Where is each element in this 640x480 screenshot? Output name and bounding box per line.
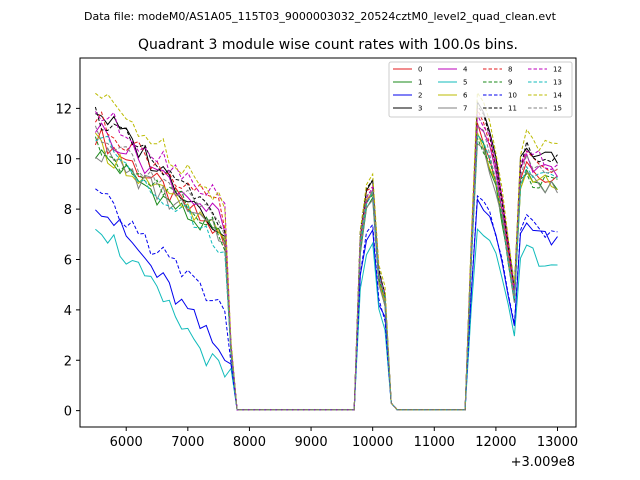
legend-box bbox=[388, 61, 573, 118]
legend-label-4: 4 bbox=[463, 66, 468, 74]
legend-label-7: 7 bbox=[463, 105, 467, 113]
series-line-8 bbox=[94, 109, 558, 411]
legend-label-0: 0 bbox=[418, 66, 422, 74]
x-axis: 6000 7000 8000 9000 10000 11000 12000 13000 bbox=[110, 427, 578, 450]
legend-label-1: 1 bbox=[418, 79, 422, 87]
x-tick-label: 13000 bbox=[537, 435, 578, 450]
y-tick-label: 8 bbox=[64, 203, 72, 218]
series-line-15 bbox=[94, 124, 558, 411]
legend-label-14: 14 bbox=[553, 92, 562, 100]
legend-label-3: 3 bbox=[418, 105, 422, 113]
x-offset-label: +3.009e8 bbox=[511, 455, 575, 470]
legend-label-10: 10 bbox=[508, 92, 517, 100]
legend-label-13: 13 bbox=[553, 79, 562, 87]
x-tick-label: 12000 bbox=[475, 435, 516, 450]
series-line-13 bbox=[95, 133, 558, 411]
y-tick-label: 10 bbox=[55, 153, 72, 168]
series-line-14 bbox=[95, 91, 558, 411]
x-tick-label: 9000 bbox=[295, 435, 328, 450]
axes-frame bbox=[79, 57, 577, 428]
x-tick-label: 11000 bbox=[414, 435, 455, 450]
legend-label-11: 11 bbox=[508, 105, 517, 113]
chart-suptitle: Data file: modeM0/AS1A05_115T03_90000030… bbox=[84, 10, 557, 23]
y-tick-label: 0 bbox=[64, 405, 72, 420]
x-tick-label: 6000 bbox=[110, 435, 143, 450]
x-tick-label: 8000 bbox=[233, 435, 266, 450]
legend-label-9: 9 bbox=[508, 79, 512, 87]
legend-label-15: 15 bbox=[553, 105, 562, 113]
legend-label-5: 5 bbox=[463, 79, 467, 87]
y-tick-label: 2 bbox=[64, 354, 72, 369]
x-tick-label: 10000 bbox=[352, 435, 393, 450]
y-tick-label: 12 bbox=[55, 102, 72, 117]
legend-label-6: 6 bbox=[463, 92, 468, 100]
legend-label-12: 12 bbox=[553, 66, 562, 74]
y-tick-label: 4 bbox=[64, 304, 72, 319]
legend-label-8: 8 bbox=[508, 66, 512, 74]
x-tick-label: 7000 bbox=[171, 435, 204, 450]
chart-title: Quadrant 3 module wise count rates with … bbox=[138, 37, 518, 53]
y-axis: 0 2 4 6 8 10 12 bbox=[55, 102, 80, 420]
legend-label-2: 2 bbox=[418, 92, 422, 100]
y-tick-label: 6 bbox=[64, 254, 72, 269]
